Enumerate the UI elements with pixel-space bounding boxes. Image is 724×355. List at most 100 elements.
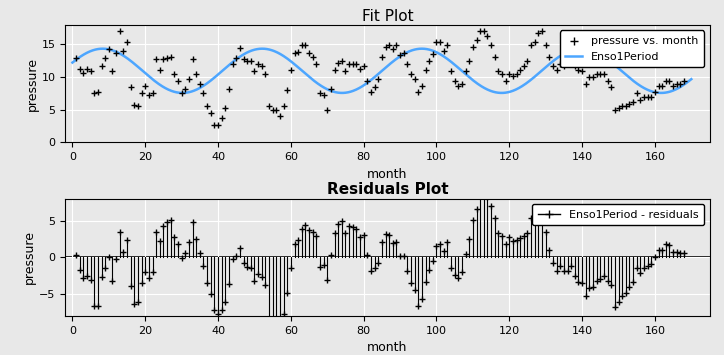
pressure vs. month	[642, 94, 654, 100]
Point	[515, 236, 526, 241]
Point	[584, 285, 595, 291]
pressure vs. month	[161, 55, 173, 61]
pressure vs. month	[452, 83, 464, 89]
Point	[609, 304, 620, 310]
pressure vs. month	[169, 71, 180, 77]
Enso1Period	[563, 50, 572, 54]
Point	[522, 230, 534, 236]
Point	[85, 277, 96, 283]
pressure vs. month	[485, 42, 497, 48]
pressure vs. month	[540, 42, 552, 48]
pressure vs. month	[85, 68, 96, 74]
pressure vs. month	[325, 86, 337, 92]
pressure vs. month	[296, 42, 308, 48]
Point	[660, 241, 672, 247]
Point	[649, 254, 661, 260]
Point	[384, 233, 395, 238]
pressure vs. month	[427, 51, 439, 57]
pressure vs. month	[99, 55, 111, 61]
Point	[529, 216, 541, 222]
pressure vs. month	[515, 68, 526, 73]
pressure vs. month	[292, 49, 304, 54]
Point	[198, 263, 209, 269]
Point	[438, 248, 450, 254]
pressure vs. month	[354, 66, 366, 72]
Point	[260, 283, 272, 288]
pressure vs. month	[623, 101, 635, 106]
Point	[526, 215, 537, 221]
Point	[347, 224, 358, 230]
Point	[154, 239, 166, 244]
Point	[190, 236, 202, 242]
pressure vs. month	[627, 100, 639, 105]
pressure vs. month	[438, 48, 450, 54]
Point	[274, 324, 286, 330]
pressure vs. month	[616, 104, 628, 109]
pressure vs. month	[227, 61, 238, 67]
Point	[558, 268, 570, 274]
Point	[460, 251, 471, 257]
Point	[395, 253, 406, 258]
pressure vs. month	[460, 68, 471, 74]
Point	[565, 263, 577, 269]
pressure vs. month	[151, 56, 162, 62]
pressure vs. month	[587, 74, 599, 80]
pressure vs. month	[300, 42, 311, 48]
pressure vs. month	[409, 76, 421, 82]
Point	[431, 244, 442, 249]
Point	[165, 217, 177, 223]
Point	[500, 241, 511, 247]
Point	[602, 279, 613, 284]
Point	[511, 237, 523, 243]
pressure vs. month	[129, 102, 140, 108]
Title: Residuals Plot: Residuals Plot	[327, 182, 448, 197]
pressure vs. month	[503, 71, 515, 77]
pressure vs. month	[183, 76, 195, 82]
pressure vs. month	[416, 83, 428, 89]
pressure vs. month	[307, 55, 319, 60]
Point	[125, 284, 137, 289]
Enso1Period	[552, 56, 560, 61]
pressure vs. month	[70, 55, 82, 61]
Point	[230, 253, 242, 259]
pressure vs. month	[154, 68, 166, 73]
Point	[613, 299, 624, 305]
Point	[413, 303, 424, 308]
Point	[533, 209, 544, 215]
Point	[129, 301, 140, 307]
pressure vs. month	[264, 104, 275, 109]
pressure vs. month	[395, 52, 406, 58]
pressure vs. month	[311, 61, 322, 67]
pressure vs. month	[117, 48, 129, 54]
pressure vs. month	[631, 91, 642, 96]
Point	[664, 242, 675, 248]
pressure vs. month	[402, 61, 413, 67]
pressure vs. month	[657, 83, 668, 89]
Enso1Period	[687, 77, 696, 81]
pressure vs. month	[634, 97, 646, 103]
Point	[289, 242, 300, 247]
Point	[424, 267, 435, 273]
Point	[103, 254, 114, 260]
Point	[358, 233, 369, 238]
Point	[99, 265, 111, 271]
pressure vs. month	[74, 66, 85, 71]
Point	[325, 252, 337, 258]
pressure vs. month	[180, 87, 191, 92]
pressure vs. month	[379, 44, 391, 50]
pressure vs. month	[598, 71, 610, 77]
pressure vs. month	[96, 63, 107, 69]
Point	[332, 221, 344, 226]
pressure vs. month	[522, 58, 534, 64]
Point	[296, 226, 308, 231]
Point	[638, 265, 649, 271]
Point	[158, 223, 169, 229]
Point	[518, 233, 530, 239]
pressure vs. month	[114, 28, 125, 34]
Legend: pressure vs. month, Enso1Period: pressure vs. month, Enso1Period	[560, 31, 704, 67]
pressure vs. month	[481, 33, 493, 39]
pressure vs. month	[376, 55, 387, 60]
Point	[96, 274, 107, 279]
pressure vs. month	[237, 56, 249, 62]
pressure vs. month	[343, 61, 355, 67]
